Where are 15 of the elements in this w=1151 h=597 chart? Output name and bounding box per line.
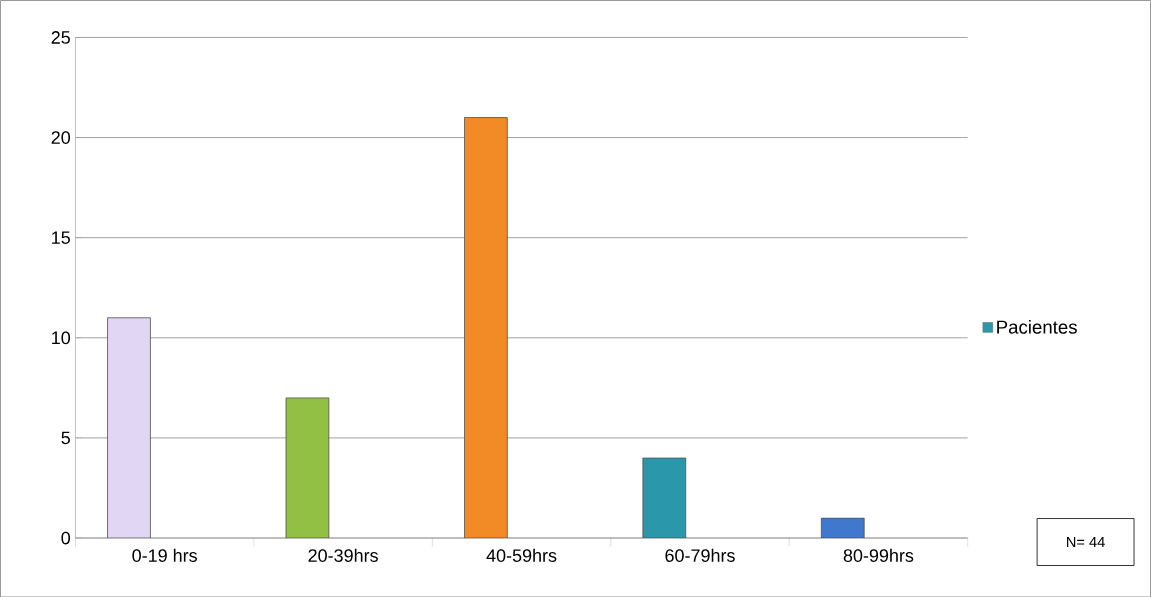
bar	[107, 317, 151, 538]
legend-label: Pacientes	[997, 319, 1077, 334]
text: N= 44	[1067, 536, 1105, 547]
y-tick-label: 15	[52, 231, 70, 244]
bar	[464, 116, 508, 538]
x-tick-label: 60-79hrs	[665, 548, 735, 562]
x-tick-label: 0-19 hrs	[132, 548, 197, 562]
x-tick-label: 20-39hrs	[308, 548, 378, 562]
y-tick-label: 20	[51, 130, 71, 144]
x-tick-label: 80-99hrs	[843, 548, 914, 562]
y-tick-label: 10	[52, 331, 71, 344]
y-tick-label: 25	[51, 30, 70, 44]
y-tick-label: 5	[61, 431, 70, 444]
x-tick-label: 40-59hrs	[486, 548, 557, 562]
y-tick-label: 0	[61, 531, 71, 545]
